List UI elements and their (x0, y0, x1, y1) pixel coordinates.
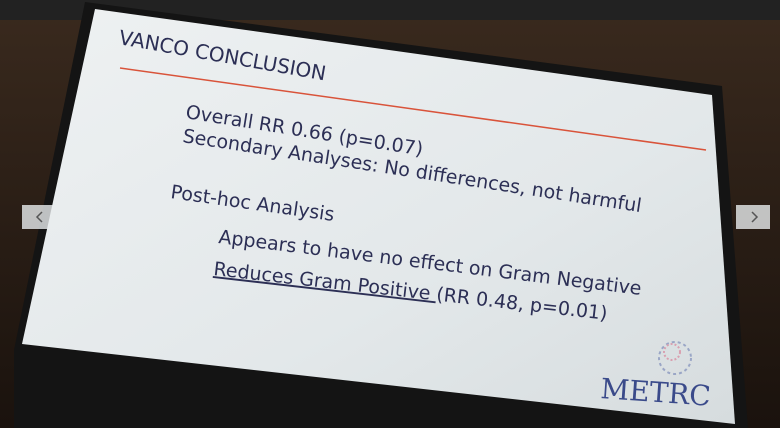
photo: VANCO CONCLUSIONOverall RR 0.66 (p=0.07)… (0, 0, 780, 428)
next-button[interactable] (736, 205, 770, 229)
prev-button[interactable] (22, 205, 58, 229)
